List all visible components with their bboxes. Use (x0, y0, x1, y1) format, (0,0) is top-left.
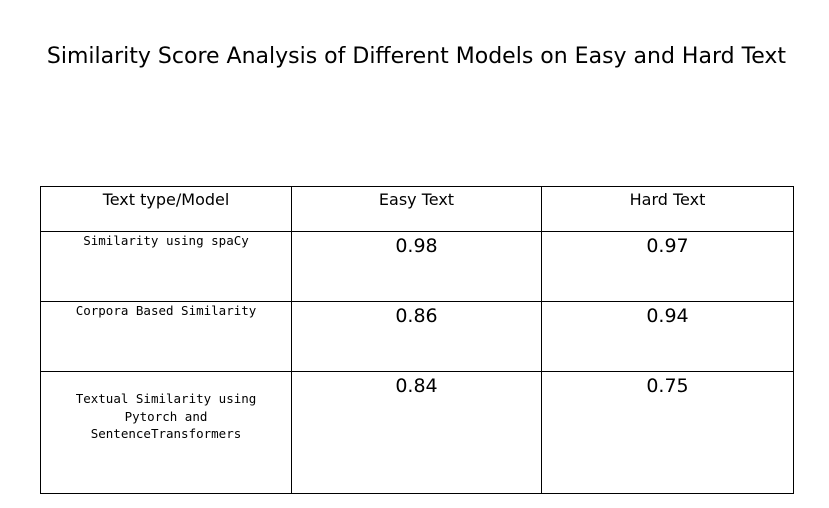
hard-score-corpora: 0.94 (646, 305, 689, 327)
easy-score-corpora: 0.86 (395, 305, 438, 327)
header-easy-text: Easy Text (378, 190, 455, 209)
table-header-row: Text type/Model Easy Text Hard Text (40, 186, 794, 232)
table-row: Textual Similarity using Pytorch and Sen… (40, 371, 794, 494)
header-cell-easy: Easy Text (291, 186, 542, 232)
table-row: Similarity using spaCy 0.98 0.97 (40, 231, 794, 302)
easy-score-sentence-transformers: 0.84 (395, 375, 438, 397)
model-cell-corpora: Corpora Based Similarity (40, 301, 292, 372)
hard-score-cell: 0.94 (541, 301, 794, 372)
document-title: Similarity Score Analysis of Different M… (46, 44, 787, 69)
hard-score-spacy: 0.97 (646, 235, 689, 257)
model-cell-sentence-transformers: Textual Similarity using Pytorch and Sen… (40, 371, 292, 494)
model-label-spacy: Similarity using spaCy (83, 233, 249, 248)
hard-score-cell: 0.97 (541, 231, 794, 302)
table-row: Corpora Based Similarity 0.86 0.94 (40, 301, 794, 372)
model-label-line-3: SentenceTransformers (90, 426, 242, 441)
header-hard-text: Hard Text (629, 190, 706, 209)
easy-score-cell: 0.84 (291, 371, 542, 494)
easy-score-cell: 0.86 (291, 301, 542, 372)
easy-score-spacy: 0.98 (395, 235, 438, 257)
similarity-table: Text type/Model Easy Text Hard Text Simi… (40, 186, 794, 494)
model-label-line-1: Textual Similarity using (75, 391, 257, 406)
header-text-type-model: Text type/Model (102, 190, 230, 209)
easy-score-cell: 0.98 (291, 231, 542, 302)
model-label-corpora: Corpora Based Similarity (75, 303, 257, 318)
hard-score-cell: 0.75 (541, 371, 794, 494)
hard-score-sentence-transformers: 0.75 (646, 375, 689, 397)
model-cell-spacy: Similarity using spaCy (40, 231, 292, 302)
model-label-line-2: Pytorch and (124, 408, 208, 424)
header-cell-text-type: Text type/Model (40, 186, 292, 232)
header-cell-hard: Hard Text (541, 186, 794, 232)
